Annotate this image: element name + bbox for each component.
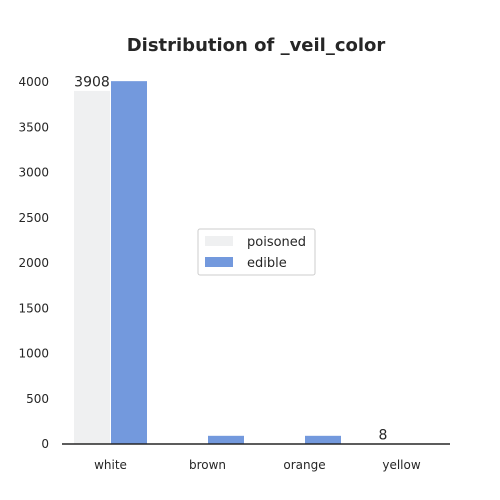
- legend-swatch-edible: [205, 257, 233, 267]
- y-tick-label: 4000: [18, 75, 49, 89]
- y-tick-label: 1000: [18, 347, 49, 361]
- bar-edible-white: [110, 80, 148, 445]
- bar-poisoned-white: [73, 89, 111, 445]
- chart-title: Distribution of _veil_color: [127, 35, 386, 56]
- y-tick-label: 1500: [18, 301, 49, 315]
- y-tick-label: 2000: [18, 256, 49, 270]
- y-tick-label: 3000: [18, 166, 49, 180]
- data-label: 8: [379, 427, 388, 443]
- data-label: 3908: [74, 74, 110, 90]
- x-tick-label: orange: [283, 458, 325, 472]
- data-labels: 3908 8: [74, 74, 387, 443]
- legend-label-edible: edible: [247, 256, 287, 271]
- y-tick-label: 3500: [18, 120, 49, 134]
- plot-area: [73, 80, 402, 445]
- y-tick-label: 0: [41, 437, 49, 451]
- legend-swatch-poisoned: [205, 236, 233, 246]
- x-tick-label: brown: [189, 458, 226, 472]
- legend: poisoned edible: [197, 228, 316, 276]
- x-axis: white brown orange yellow: [94, 458, 421, 472]
- bar-edible-orange: [304, 434, 342, 445]
- y-tick-label: 500: [26, 392, 49, 406]
- y-axis: 0 500 1000 1500 2000 2500 3000 3500 4000: [18, 75, 49, 451]
- y-tick-label: 2500: [18, 211, 49, 225]
- x-tick-label: yellow: [382, 458, 420, 472]
- legend-label-poisoned: poisoned: [247, 235, 306, 250]
- x-tick-label: white: [94, 458, 127, 472]
- bar-edible-brown: [207, 434, 245, 445]
